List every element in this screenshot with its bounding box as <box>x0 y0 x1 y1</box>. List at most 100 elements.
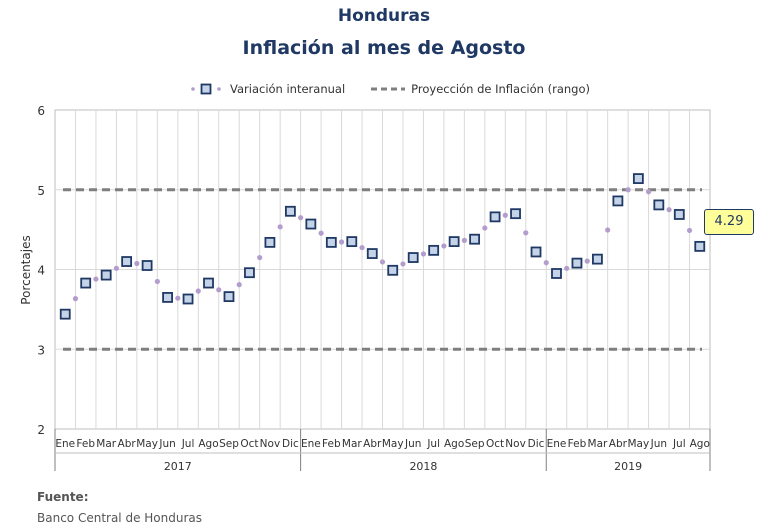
series-dot <box>195 288 201 294</box>
data-point-24 <box>530 246 542 258</box>
data-point-31 <box>673 209 685 220</box>
data-point-3 <box>100 269 112 281</box>
series-dot <box>236 282 242 288</box>
x-tick-label: Ago <box>690 438 710 450</box>
data-point-17 <box>387 264 399 276</box>
x-tick-label: Jun <box>650 438 667 450</box>
x-tick-label: Abr <box>609 438 628 450</box>
data-point-21 <box>469 233 481 245</box>
series-dot <box>441 243 447 249</box>
y-tick-label: 6 <box>37 104 45 118</box>
x-tick-label: Nov <box>505 438 526 450</box>
x-tick-label: Jun <box>158 438 175 450</box>
data-point-5 <box>141 260 153 271</box>
legend: Variación interanual Proyección de Infla… <box>190 82 616 96</box>
x-tick-label: Ene <box>55 438 75 450</box>
series-dot <box>379 259 386 265</box>
series-dot <box>257 254 263 261</box>
x-tick-label: Dic <box>282 438 299 450</box>
footer-source: Banco Central de Honduras <box>37 511 202 525</box>
data-point-4 <box>121 256 133 267</box>
series-dot <box>605 227 611 233</box>
series-dot <box>175 295 181 301</box>
series-dot <box>298 215 304 221</box>
x-tick-label: Oct <box>486 438 504 450</box>
legend-item-variacion: Variación interanual <box>190 82 345 96</box>
series-dot <box>461 237 467 243</box>
data-point-15 <box>346 236 358 247</box>
series-dot <box>134 260 140 267</box>
data-point-7 <box>182 293 194 305</box>
data-point-10 <box>244 267 255 279</box>
y-tick-label: 4 <box>37 264 45 278</box>
x-tick-label: Mar <box>588 438 608 450</box>
data-point-13 <box>305 218 317 230</box>
y-tick-label: 2 <box>37 423 45 437</box>
x-tick-label: Nov <box>260 438 281 450</box>
data-point-30 <box>653 199 665 211</box>
x-tick-label: Abr <box>118 438 137 450</box>
data-point-23 <box>510 208 521 220</box>
series-dot <box>318 230 324 236</box>
last-value-callout: 4.29 <box>704 209 754 235</box>
series-dot <box>359 244 365 251</box>
series-dot <box>400 261 406 267</box>
series-dot <box>72 296 79 302</box>
x-tick-label: May <box>136 438 158 450</box>
series-dot <box>482 225 488 231</box>
series-dot <box>666 207 672 213</box>
x-tick-label: Feb <box>568 438 587 450</box>
x-tick-label: Ene <box>301 438 321 450</box>
legend-marker-variacion-icon <box>191 83 221 95</box>
x-tick-label: Ago <box>198 438 218 450</box>
x-tick-label: Feb <box>76 438 95 450</box>
y-axis-label: Porcentajes <box>19 235 33 304</box>
year-label: 2018 <box>409 460 437 473</box>
series-dot <box>502 212 508 218</box>
data-point-2 <box>80 277 92 289</box>
footer-source-label: Fuente: <box>37 490 89 504</box>
chart-subtitle: Inflación al mes de Agosto <box>242 37 526 59</box>
chart-title: Honduras <box>337 6 431 26</box>
series-dot <box>113 265 120 271</box>
data-point-14 <box>325 236 337 248</box>
data-point-6 <box>162 292 173 303</box>
data-point-12 <box>284 205 296 217</box>
x-tick-label: Sep <box>219 438 239 450</box>
legend-item-proyeccion: Proyección de Inflación (rango) <box>371 82 590 96</box>
series-dot <box>686 227 693 234</box>
x-tick-label: Abr <box>363 438 382 450</box>
year-label: 2019 <box>614 460 642 473</box>
x-tick-label: Mar <box>342 438 362 450</box>
series-dot <box>625 187 631 193</box>
x-tick-label: Jul <box>672 438 686 450</box>
x-tick-label: Jun <box>404 438 421 450</box>
data-point-18 <box>407 252 419 263</box>
series-dot <box>543 260 549 266</box>
year-label: 2017 <box>164 460 192 473</box>
x-tick-label: Jul <box>426 438 440 450</box>
data-point-16 <box>366 248 378 259</box>
series-dot <box>277 224 283 230</box>
x-tick-label: Dic <box>528 438 545 450</box>
data-point-11 <box>264 236 276 248</box>
legend-dashed-line-icon <box>371 87 406 91</box>
y-tick-label: 3 <box>37 343 45 357</box>
legend-label-proyeccion: Proyección de Inflación (rango) <box>411 82 590 96</box>
x-tick-label: Mar <box>96 438 116 450</box>
x-tick-label: Sep <box>465 438 485 450</box>
x-tick-label: Jul <box>181 438 195 450</box>
data-point-28 <box>612 195 624 207</box>
x-tick-label: Feb <box>322 438 341 450</box>
data-point-19 <box>428 244 440 256</box>
data-point-8 <box>203 277 214 289</box>
series-dot <box>420 251 427 257</box>
y-tick-label: 5 <box>37 184 45 198</box>
series-dot <box>216 287 222 293</box>
data-point-26 <box>571 257 583 269</box>
legend-label-variacion: Variación interanual <box>230 82 346 96</box>
data-point-27 <box>592 253 603 265</box>
data-point-1 <box>59 308 71 320</box>
x-tick-label: Oct <box>240 438 258 450</box>
